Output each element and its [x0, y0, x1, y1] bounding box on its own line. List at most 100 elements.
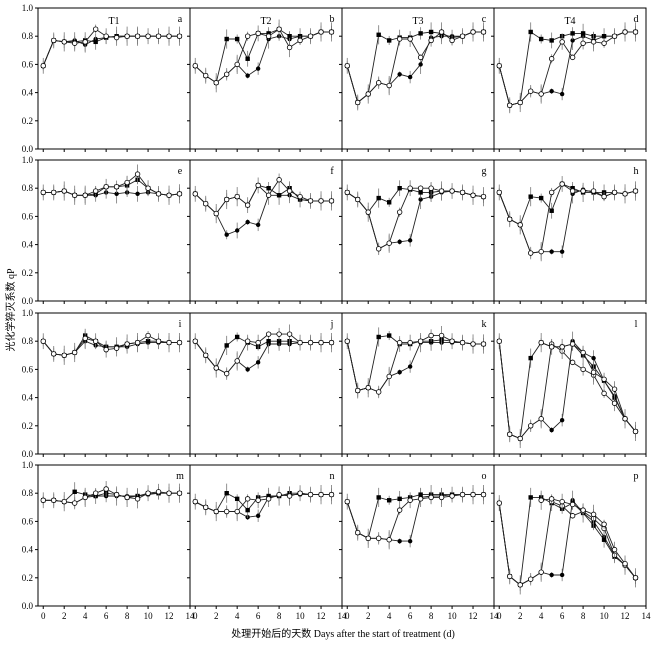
data-point	[386, 373, 392, 380]
data-point	[103, 346, 109, 353]
panel-letter: h	[634, 166, 639, 177]
data-point	[276, 177, 282, 183]
data-point	[386, 498, 392, 503]
data-point	[517, 99, 523, 106]
y-tick-label: 0.6	[22, 364, 34, 374]
data-point	[538, 497, 544, 503]
data-point	[528, 29, 533, 35]
data-point	[192, 338, 198, 344]
x-tick-label: 12	[621, 611, 630, 621]
series-filled	[193, 333, 334, 379]
data-point	[407, 497, 413, 503]
data-point	[234, 193, 240, 200]
data-point	[344, 63, 350, 69]
series-filled	[345, 184, 486, 254]
panel-a: 0.0 0.2 0.4 0.6 0.8 1.0 a	[22, 3, 191, 154]
data-point	[93, 39, 98, 45]
data-point	[40, 189, 46, 196]
series-line	[194, 31, 332, 84]
data-point	[601, 34, 607, 39]
data-point	[71, 500, 78, 506]
data-point	[428, 185, 434, 191]
data-point	[590, 369, 597, 375]
data-point	[569, 501, 576, 508]
data-point	[428, 332, 434, 339]
data-point	[386, 240, 392, 246]
data-point	[622, 191, 628, 197]
x-tick-label: 0	[41, 611, 46, 621]
data-point	[376, 334, 381, 340]
data-point	[71, 192, 78, 198]
data-point	[480, 341, 487, 347]
x-tick-label: 10	[448, 611, 458, 621]
data-point	[559, 417, 565, 423]
data-point	[82, 494, 88, 501]
data-point	[527, 250, 534, 256]
x-tick-label: 8	[429, 611, 434, 621]
panel-i: 0.0 0.2 0.4 0.6 0.8 1.0 i	[22, 308, 191, 459]
data-point	[223, 508, 230, 515]
series-filled	[41, 26, 182, 69]
data-point	[244, 338, 251, 344]
series-line	[541, 342, 636, 432]
data-point	[318, 29, 324, 35]
data-point	[601, 193, 607, 200]
data-point	[591, 355, 596, 361]
y-tick-label: 0.2	[22, 116, 33, 126]
data-point	[507, 216, 513, 222]
data-point	[255, 339, 261, 346]
data-point	[355, 387, 361, 394]
data-point	[276, 491, 282, 498]
data-point	[449, 188, 455, 194]
data-point	[287, 34, 292, 39]
data-point	[92, 338, 99, 344]
data-point	[328, 29, 335, 35]
panel-frame	[37, 464, 191, 607]
column-title-t2: T2	[260, 16, 271, 27]
data-point	[234, 358, 240, 364]
data-point	[223, 370, 230, 377]
x-tick-label: 0	[497, 611, 502, 621]
data-point	[601, 537, 607, 542]
data-point	[397, 239, 402, 244]
data-point	[82, 335, 88, 342]
series-line	[498, 501, 636, 586]
series-open	[192, 22, 335, 86]
data-point	[517, 222, 523, 228]
data-point	[276, 339, 282, 344]
data-point	[40, 63, 46, 69]
data-point	[570, 38, 575, 43]
data-point	[580, 366, 586, 373]
x-tick-label: 4	[83, 611, 88, 621]
data-point	[569, 54, 576, 61]
data-point	[548, 344, 555, 350]
data-point	[580, 188, 586, 194]
data-point	[92, 490, 99, 496]
data-point	[417, 185, 424, 191]
data-point	[396, 36, 403, 42]
data-point	[61, 498, 67, 505]
data-point	[527, 88, 534, 94]
data-point	[203, 504, 209, 510]
data-point	[632, 428, 639, 435]
data-point	[318, 339, 324, 346]
series-open	[538, 490, 639, 585]
data-point	[386, 82, 392, 89]
y-tick-label: 0.4	[22, 240, 34, 250]
panel-letter: p	[634, 471, 639, 482]
data-point	[428, 37, 434, 44]
series-open	[40, 328, 183, 362]
data-point	[244, 202, 251, 208]
data-point	[407, 74, 413, 80]
data-point	[255, 30, 261, 37]
data-point	[286, 331, 293, 337]
data-point	[176, 490, 183, 496]
data-point	[224, 232, 229, 237]
x-tick-label: 2	[366, 611, 371, 621]
data-point	[590, 39, 597, 45]
panel-frame	[341, 312, 495, 455]
data-point	[307, 339, 314, 346]
series-open	[40, 164, 183, 205]
data-point	[559, 498, 565, 505]
data-point	[145, 332, 151, 339]
